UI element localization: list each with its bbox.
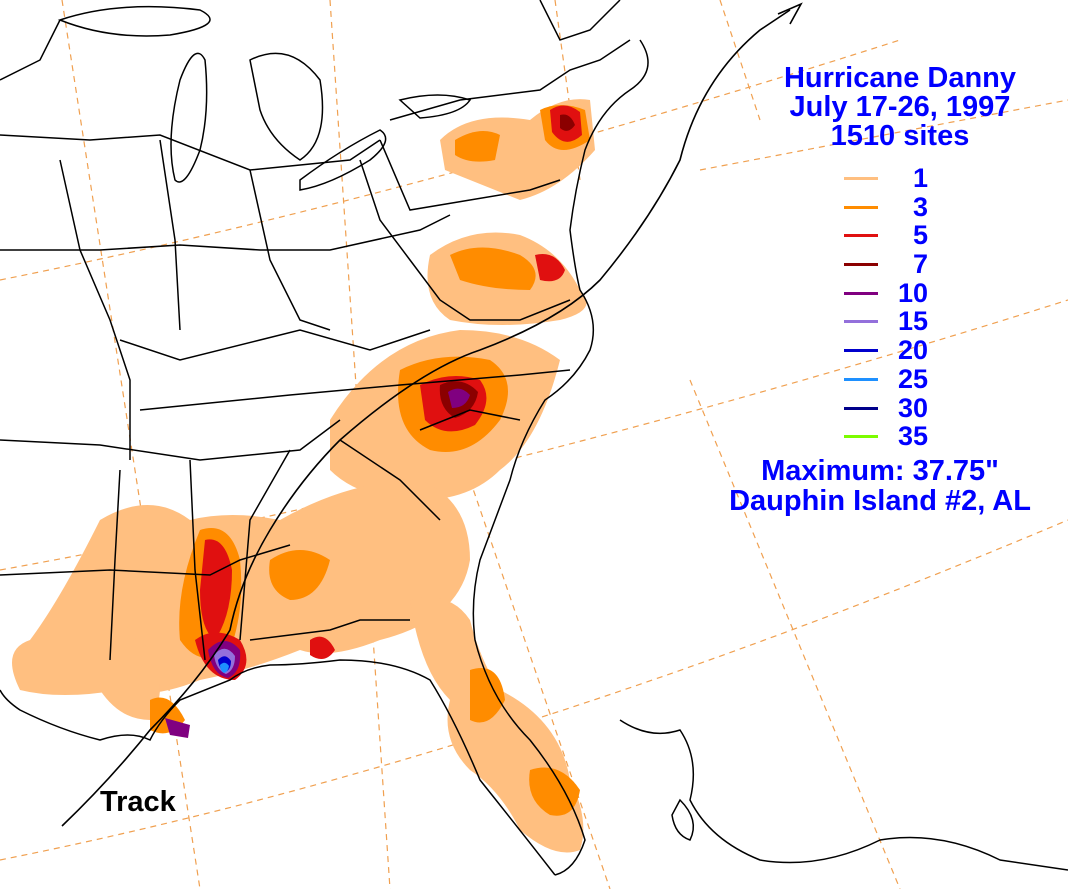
graticule-line <box>61 0 201 889</box>
legend-label: 5 <box>912 220 928 251</box>
gulf-coast <box>0 659 556 876</box>
legend-label: 35 <box>897 421 928 452</box>
rainfall-3in <box>150 105 590 816</box>
state-border <box>239 449 291 641</box>
legend-item: 1 <box>838 164 978 193</box>
legend-item: 20 <box>838 336 978 365</box>
state-border <box>0 134 381 171</box>
legend-item: 7 <box>838 250 978 279</box>
state-border <box>0 419 341 461</box>
caribbean-islands <box>671 798 695 841</box>
legend-label: 3 <box>912 191 928 222</box>
maximum-info: Maximum: 37.75" Dauphin Island #2, AL <box>700 456 1060 516</box>
maximum-value: Maximum: 37.75" <box>761 455 999 487</box>
legend-swatch <box>844 349 878 353</box>
maximum-location: Dauphin Island #2, AL <box>729 485 1031 517</box>
state-border <box>0 19 61 81</box>
caribbean-islands <box>619 719 1068 871</box>
legend-label: 1 <box>912 163 928 193</box>
track-label: Track <box>100 786 176 818</box>
lake-superior <box>57 5 211 37</box>
east-coast <box>472 39 649 876</box>
legend-item: 30 <box>838 394 978 423</box>
hurricane-track <box>61 2 803 827</box>
legend-swatch <box>844 320 878 324</box>
state-border <box>139 369 571 411</box>
legend-swatch <box>844 377 878 381</box>
state-border <box>359 159 571 321</box>
state-border <box>379 139 561 211</box>
graticule-line <box>0 39 901 281</box>
graticule-line <box>689 379 901 889</box>
legend-swatch <box>844 291 878 295</box>
title-site-count: 1510 sites <box>830 120 970 152</box>
state-border <box>389 39 631 121</box>
legend-swatch <box>844 263 878 267</box>
state-border <box>419 409 521 431</box>
state-border <box>159 139 181 331</box>
legend-item: 35 <box>838 422 978 451</box>
state-border <box>189 459 206 661</box>
legend-swatch <box>844 234 878 238</box>
state-border <box>539 0 621 41</box>
legend-label: 7 <box>912 249 928 280</box>
lake-huron <box>249 52 324 161</box>
legend-swatch <box>844 435 878 439</box>
legend-swatch <box>844 406 878 410</box>
title-storm-name: Hurricane Danny <box>783 62 1017 94</box>
legend-item: 15 <box>838 307 978 336</box>
state-border <box>109 469 121 661</box>
graticule-line <box>699 99 1068 171</box>
state-border <box>339 439 441 521</box>
legend-swatch <box>844 205 878 209</box>
legend-label: 25 <box>897 363 928 394</box>
state-border <box>119 329 431 361</box>
legend-label: 15 <box>897 306 928 337</box>
title-dates: July 17-26, 1997 <box>789 91 1011 123</box>
legend-item: 5 <box>838 221 978 250</box>
legend-label: 10 <box>897 277 928 308</box>
state-border <box>249 169 331 331</box>
lake-erie <box>299 129 387 191</box>
lake-ontario <box>398 94 472 119</box>
state-border <box>249 619 410 641</box>
legend-label: 30 <box>897 392 928 423</box>
legend-item: 25 <box>838 365 978 394</box>
lake-michigan <box>170 52 208 183</box>
track-arrowhead <box>777 2 803 25</box>
legend: 1 3 5 7 10 15 20 25 30 35 <box>838 164 978 451</box>
state-border <box>0 214 451 251</box>
graticule-line <box>554 0 581 181</box>
legend-item: 10 <box>838 279 978 308</box>
legend-item: 3 <box>838 193 978 222</box>
legend-swatch <box>844 177 878 180</box>
legend-label: 20 <box>897 335 928 366</box>
state-border <box>59 159 131 460</box>
map-title: Hurricane Danny July 17-26, 1997 1510 si… <box>740 64 1060 151</box>
